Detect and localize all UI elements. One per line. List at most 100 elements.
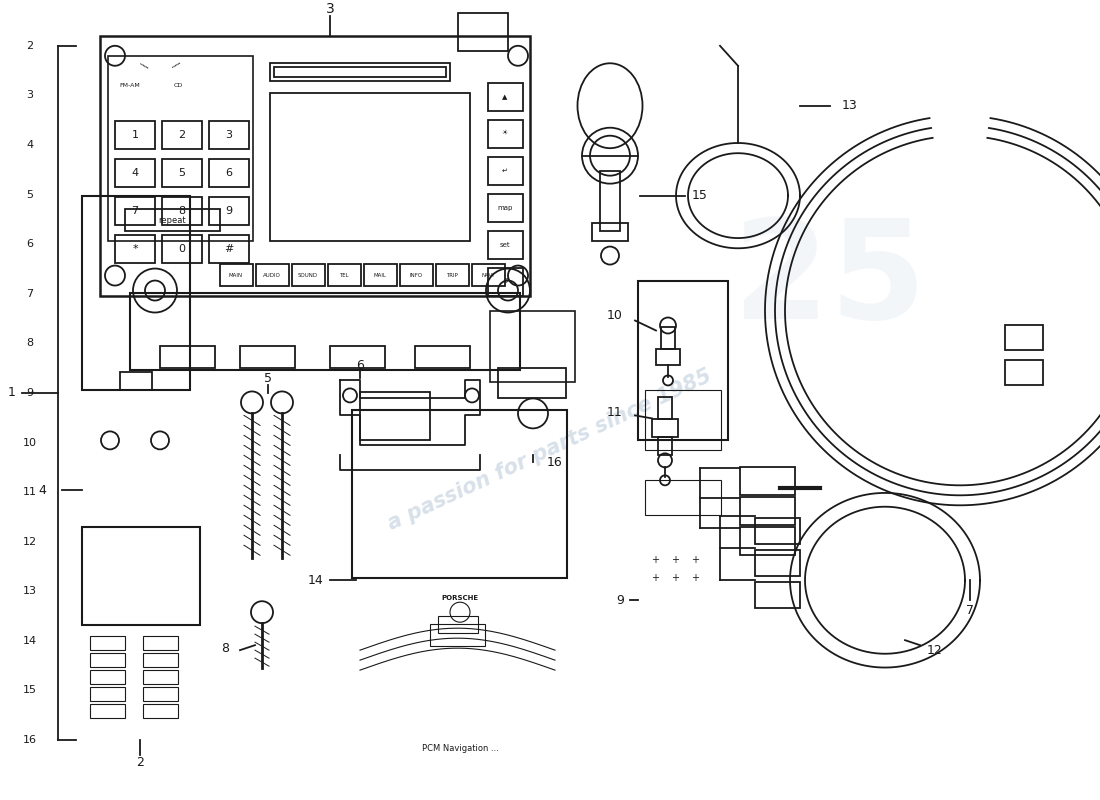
Bar	[240, 346, 295, 369]
Bar	[1005, 326, 1043, 350]
Bar	[498, 369, 566, 398]
Bar	[740, 498, 795, 526]
Text: *: *	[132, 243, 138, 254]
Bar	[740, 467, 795, 495]
Bar	[90, 653, 125, 667]
Bar	[116, 158, 155, 186]
Text: 2: 2	[136, 755, 144, 769]
Bar	[143, 670, 178, 684]
Bar	[488, 157, 522, 185]
Text: 7: 7	[966, 604, 974, 617]
Text: 5: 5	[26, 190, 33, 199]
Text: 14: 14	[23, 636, 37, 646]
Bar	[755, 550, 800, 576]
Bar	[438, 616, 478, 633]
Text: 8: 8	[221, 642, 229, 654]
Bar	[755, 582, 800, 608]
Bar	[330, 346, 385, 369]
Bar	[458, 13, 508, 50]
Bar	[415, 346, 470, 369]
Bar	[488, 82, 522, 110]
Text: 25: 25	[734, 213, 926, 348]
Bar	[120, 373, 152, 390]
Bar	[430, 624, 485, 646]
Text: CD: CD	[174, 83, 183, 88]
Bar	[490, 310, 575, 382]
Bar	[116, 234, 155, 262]
Text: 2: 2	[26, 41, 34, 50]
Text: 6: 6	[226, 168, 232, 178]
Text: PORSCHE: PORSCHE	[441, 595, 478, 602]
Text: 2: 2	[178, 130, 186, 140]
Text: 11: 11	[607, 406, 623, 419]
Bar	[90, 670, 125, 684]
Text: +: +	[691, 555, 698, 566]
Text: FM-AM: FM-AM	[120, 83, 141, 88]
Text: 16: 16	[547, 456, 563, 469]
Text: set: set	[499, 242, 510, 247]
Text: ☀: ☀	[502, 130, 508, 137]
Bar	[220, 263, 253, 286]
Bar	[90, 636, 125, 650]
Bar	[116, 121, 155, 149]
Bar	[740, 527, 795, 555]
Text: /: /	[170, 61, 179, 70]
Bar	[256, 263, 289, 286]
Text: 14: 14	[308, 574, 323, 586]
Bar	[90, 687, 125, 701]
Bar	[592, 222, 628, 241]
Bar	[400, 263, 433, 286]
Text: 15: 15	[692, 189, 708, 202]
Bar	[143, 704, 178, 718]
Bar	[270, 62, 450, 81]
Bar	[436, 263, 469, 286]
Bar	[160, 346, 215, 369]
Text: ↵: ↵	[502, 168, 508, 174]
Text: +: +	[691, 574, 698, 583]
Bar	[108, 56, 253, 241]
Bar	[328, 263, 361, 286]
Text: MAIN: MAIN	[229, 273, 243, 278]
Bar	[270, 93, 470, 241]
Text: #: #	[224, 243, 233, 254]
Bar	[143, 687, 178, 701]
Text: 7: 7	[26, 289, 34, 298]
Bar	[125, 209, 220, 230]
Text: 13: 13	[23, 586, 37, 596]
Text: 4: 4	[39, 484, 46, 497]
Bar	[209, 158, 249, 186]
Bar	[116, 197, 155, 225]
Text: MAIL: MAIL	[374, 273, 386, 278]
Text: +: +	[671, 555, 679, 566]
Bar	[162, 121, 202, 149]
Bar	[209, 121, 249, 149]
Text: ▲: ▲	[503, 94, 508, 100]
Text: +: +	[651, 555, 659, 566]
Bar	[209, 234, 249, 262]
Bar	[143, 653, 178, 667]
Text: 5: 5	[264, 372, 272, 385]
Text: +: +	[651, 574, 659, 583]
Bar	[488, 230, 522, 258]
Bar	[661, 327, 675, 350]
Bar	[274, 66, 446, 77]
Bar	[652, 419, 678, 438]
Text: 10: 10	[23, 438, 37, 447]
Text: 12: 12	[927, 644, 943, 657]
Text: 9: 9	[26, 388, 34, 398]
Bar	[488, 267, 522, 295]
Text: 10: 10	[607, 309, 623, 322]
Text: 3: 3	[26, 90, 33, 100]
Text: 3: 3	[226, 130, 232, 140]
Bar	[472, 263, 505, 286]
Text: +: +	[671, 574, 679, 583]
Text: 16: 16	[23, 735, 37, 745]
Text: PCM Navigation ...: PCM Navigation ...	[421, 743, 498, 753]
Bar	[1005, 361, 1043, 386]
Bar	[90, 704, 125, 718]
Bar	[162, 158, 202, 186]
Text: \: \	[141, 61, 150, 70]
Text: 4: 4	[26, 140, 34, 150]
Text: 12: 12	[23, 537, 37, 546]
Bar	[658, 438, 672, 455]
